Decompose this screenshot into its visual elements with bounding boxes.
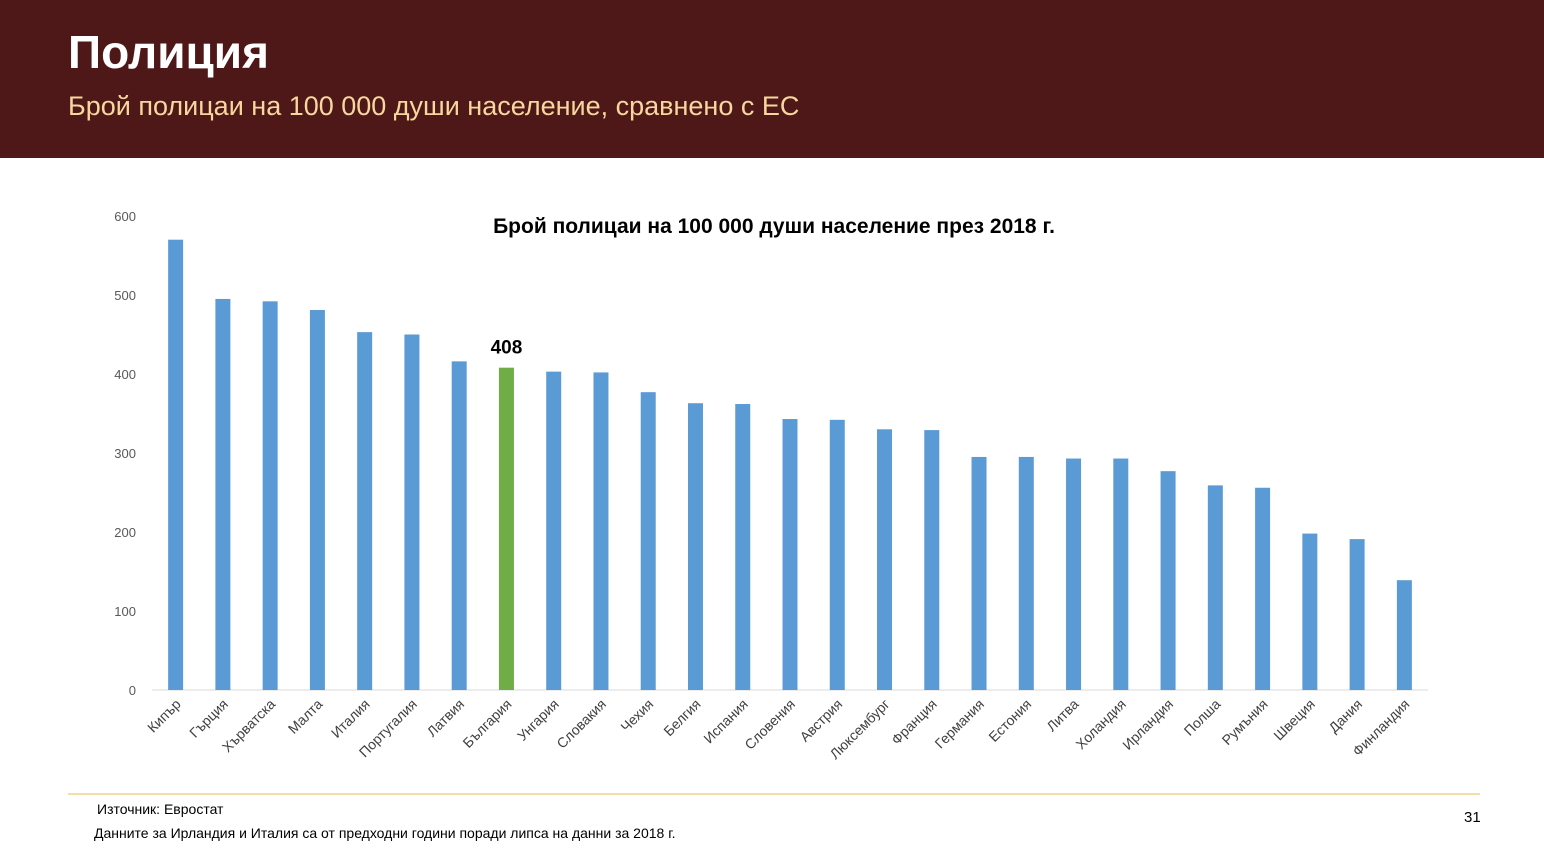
bar bbox=[262, 301, 278, 690]
x-tick-label: Дания bbox=[1325, 696, 1365, 736]
bar bbox=[1396, 580, 1412, 690]
x-tick-label: Литва bbox=[1043, 696, 1082, 735]
bar bbox=[498, 367, 514, 690]
bar bbox=[829, 419, 845, 690]
bar bbox=[1207, 485, 1223, 690]
x-tick-label: Румъния bbox=[1219, 696, 1271, 748]
bar bbox=[593, 372, 609, 690]
bar bbox=[1302, 533, 1318, 690]
bar bbox=[309, 310, 325, 690]
x-tick-label: Италия bbox=[328, 696, 373, 741]
x-tick-label: Германия bbox=[931, 696, 987, 752]
y-tick-label: 0 bbox=[129, 683, 136, 698]
y-tick-label: 600 bbox=[114, 209, 136, 224]
footer-divider bbox=[68, 793, 1480, 795]
bar bbox=[971, 456, 987, 690]
bar bbox=[168, 239, 184, 690]
bar bbox=[546, 371, 562, 690]
bar bbox=[1349, 539, 1365, 690]
y-tick-label: 100 bbox=[114, 604, 136, 619]
x-tick-label: България bbox=[459, 696, 514, 751]
y-tick-label: 300 bbox=[114, 446, 136, 461]
data-note: Данните за Ирландия и Италия са от предх… bbox=[94, 825, 676, 841]
bar bbox=[215, 298, 231, 690]
slide-title: Полиция bbox=[68, 26, 269, 78]
bar bbox=[735, 404, 751, 690]
bar bbox=[924, 430, 940, 690]
source-note: Източник: Евростат bbox=[97, 801, 224, 817]
bar bbox=[1160, 471, 1176, 690]
x-tick-label: Словакия bbox=[553, 696, 609, 752]
bar bbox=[451, 361, 467, 690]
bar bbox=[1113, 458, 1129, 690]
bar bbox=[357, 332, 373, 690]
x-tick-label: Гърция bbox=[186, 696, 231, 741]
x-tick-label: Полша bbox=[1181, 696, 1224, 739]
x-tick-label: Унгария bbox=[514, 696, 562, 744]
y-axis: 0 100 200 300 400 500 600 bbox=[114, 209, 136, 698]
bar bbox=[1066, 458, 1082, 690]
x-tick-label: Чехия bbox=[617, 696, 656, 735]
bar-chart: Брой полицаи на 100 000 души население п… bbox=[114, 209, 1428, 762]
bars: 408 bbox=[168, 239, 1412, 690]
x-tick-label: Словения bbox=[741, 696, 798, 753]
x-tick-label: Кипър bbox=[144, 696, 184, 736]
x-tick-label: Австрия bbox=[796, 696, 845, 745]
y-tick-label: 400 bbox=[114, 367, 136, 382]
x-tick-label: Естония bbox=[985, 696, 1034, 745]
y-tick-label: 200 bbox=[114, 525, 136, 540]
bar bbox=[1255, 487, 1271, 690]
page-number: 31 bbox=[1464, 809, 1481, 826]
data-label: 408 bbox=[491, 338, 523, 359]
y-tick-label: 500 bbox=[114, 288, 136, 303]
slide-header: Полиция Брой полицаи на 100 000 души нас… bbox=[0, 0, 1544, 158]
x-tick-label: Белгия bbox=[660, 696, 703, 739]
bar bbox=[877, 429, 893, 690]
chart-title: Брой полицаи на 100 000 души население п… bbox=[493, 215, 1055, 238]
bar bbox=[640, 392, 656, 690]
x-tick-label: Швеция bbox=[1270, 696, 1318, 744]
slide-subtitle: Брой полицаи на 100 000 души население, … bbox=[68, 91, 800, 121]
bar bbox=[782, 419, 798, 690]
x-tick-label: Ирландия bbox=[1119, 696, 1176, 753]
bar bbox=[687, 403, 703, 690]
x-tick-label: Латвия bbox=[424, 696, 468, 740]
x-tick-label: Малта bbox=[285, 696, 326, 737]
bar bbox=[404, 334, 420, 690]
bar bbox=[1018, 456, 1034, 690]
